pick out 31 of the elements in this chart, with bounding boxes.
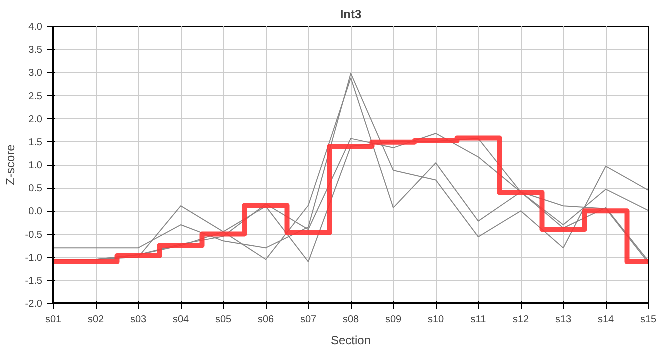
x-tick-label: s11 xyxy=(470,314,487,326)
x-tick-label: s07 xyxy=(300,314,317,326)
x-tick-label: s08 xyxy=(342,314,360,326)
y-tick-label: 4.0 xyxy=(28,22,43,33)
y-tick-label: 3.5 xyxy=(28,45,43,56)
x-tick-label: s05 xyxy=(215,314,232,326)
y-tick-label: 1.0 xyxy=(28,160,43,172)
y-tick-label: 0.0 xyxy=(28,206,43,218)
y-tick-label: -1.0 xyxy=(25,252,43,264)
x-tick-label: s09 xyxy=(385,314,402,326)
x-tick-label: s01 xyxy=(45,314,62,326)
y-tick-label: 0.5 xyxy=(28,184,43,195)
x-tick-label: s02 xyxy=(88,314,104,326)
x-axis-title: Section xyxy=(330,334,372,348)
x-tick-label: s03 xyxy=(130,314,147,326)
y-axis-title: Z-score xyxy=(3,144,18,186)
x-tick-label: s12 xyxy=(512,314,530,326)
x-tick-label: s14 xyxy=(598,314,614,326)
y-tick-label: 3.0 xyxy=(28,68,43,80)
y-tick-label: 1.5 xyxy=(28,137,43,148)
x-tick-label: s06 xyxy=(258,314,274,326)
x-tick-label: s13 xyxy=(555,314,572,326)
x-tick-label: s10 xyxy=(428,314,444,326)
x-tick-label: s04 xyxy=(172,314,190,326)
x-tick-label: s15 xyxy=(640,314,657,326)
y-tick-label: -0.5 xyxy=(25,230,43,241)
y-tick-label: -1.5 xyxy=(25,276,43,287)
y-tick-label: 2.5 xyxy=(28,91,43,102)
y-tick-label: 2.0 xyxy=(28,114,43,126)
chart-title: Int3 xyxy=(340,8,362,22)
y-tick-label: -2.0 xyxy=(25,299,43,310)
